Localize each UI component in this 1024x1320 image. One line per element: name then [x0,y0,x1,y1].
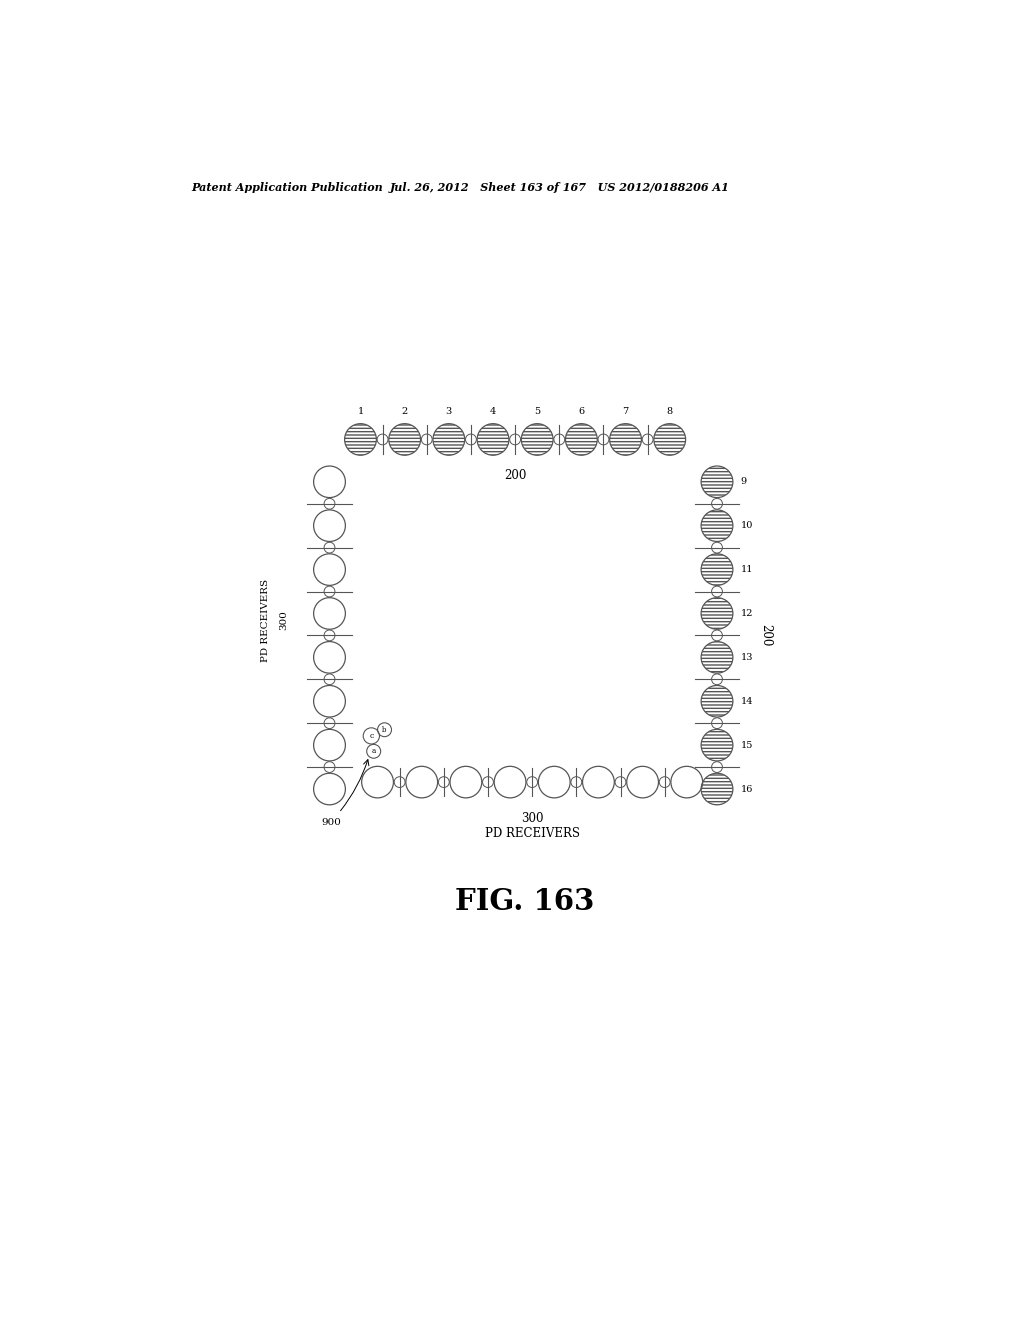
Text: 7: 7 [623,407,629,416]
Circle shape [701,598,733,630]
Circle shape [654,424,686,455]
Text: PD RECEIVERS: PD RECEIVERS [484,828,580,840]
Circle shape [477,424,509,455]
Text: 11: 11 [740,565,753,574]
Circle shape [701,642,733,673]
Text: 3: 3 [445,407,452,416]
Text: a: a [372,747,376,755]
Text: 9: 9 [740,478,746,486]
Text: 200: 200 [504,469,526,482]
Text: c: c [370,731,374,741]
Text: FIG. 163: FIG. 163 [455,887,595,916]
Text: Patent Application Publication: Patent Application Publication [191,182,383,193]
Circle shape [701,774,733,805]
Circle shape [389,424,421,455]
Text: 13: 13 [740,653,753,661]
Text: 4: 4 [489,407,497,416]
Text: 14: 14 [740,697,753,706]
Text: 2: 2 [401,407,408,416]
Circle shape [701,685,733,717]
Text: 10: 10 [740,521,753,531]
Circle shape [701,554,733,585]
Text: PD RECEIVERS: PD RECEIVERS [261,578,270,661]
Text: 900: 900 [322,817,341,826]
Text: 300: 300 [521,812,544,825]
Circle shape [565,424,597,455]
Text: 5: 5 [535,407,541,416]
Circle shape [345,424,377,455]
Circle shape [701,466,733,498]
Text: Jul. 26, 2012   Sheet 163 of 167   US 2012/0188206 A1: Jul. 26, 2012 Sheet 163 of 167 US 2012/0… [390,182,730,193]
Circle shape [521,424,553,455]
Text: 6: 6 [579,407,585,416]
Circle shape [701,730,733,760]
Text: 1: 1 [357,407,364,416]
Text: 15: 15 [740,741,753,750]
Text: 200: 200 [759,624,772,647]
Text: 12: 12 [740,609,753,618]
Text: 300: 300 [280,610,289,630]
Circle shape [609,424,641,455]
Circle shape [701,510,733,541]
Text: b: b [382,726,387,734]
Text: 16: 16 [740,784,753,793]
Text: 8: 8 [667,407,673,416]
Circle shape [433,424,465,455]
